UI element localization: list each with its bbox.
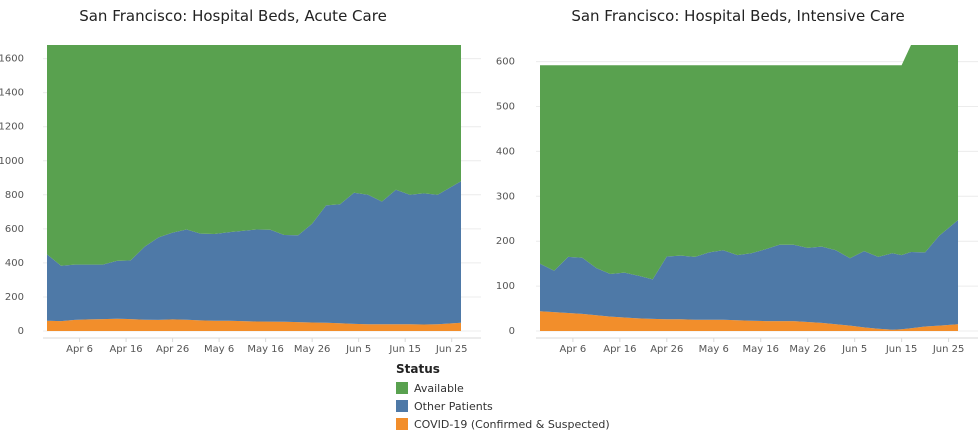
x-axis: Apr 6 Apr 16 Apr 26 May 6 May 16 May 26 Jun 5 J… <box>536 337 978 355</box>
chart-acute-care: San Francisco: Hospital Beds, Acute Care… <box>0 7 481 355</box>
y-tick-label: 300 <box>496 191 515 202</box>
x-tick-label: Apr 16 <box>603 344 636 355</box>
y-tick-label: 800 <box>5 190 24 201</box>
y-tick-label: 0 <box>18 326 24 337</box>
legend-title: Status <box>396 362 440 376</box>
x-tick-label: May 6 <box>204 344 234 355</box>
stacked-areas <box>540 45 958 331</box>
legend-swatch-covid <box>396 418 408 430</box>
area-series-covid <box>540 311 958 331</box>
x-tick-label: Apr 26 <box>650 344 683 355</box>
legend-label: COVID-19 (Confirmed & Suspected) <box>414 417 610 431</box>
x-tick-label: Jun 5 <box>345 344 371 355</box>
y-tick-label: 1200 <box>0 122 24 133</box>
x-tick-label: Jun 25 <box>932 344 965 355</box>
x-tick-label: Apr 16 <box>109 344 142 355</box>
legend-item-available[interactable]: Available <box>396 379 656 397</box>
legend-label: Other Patients <box>414 399 493 413</box>
y-tick-label: 0 <box>509 326 515 337</box>
y-tick-label: 600 <box>5 224 24 235</box>
area-series-available <box>540 45 958 280</box>
legend-label: Available <box>414 381 464 395</box>
y-tick-label: 1000 <box>0 156 24 167</box>
y-tick-label: 400 <box>5 258 24 269</box>
y-tick-label: 1600 <box>0 54 24 65</box>
area-series-other <box>47 181 461 325</box>
x-tick-label: May 6 <box>699 344 729 355</box>
chart-intensive-care: San Francisco: Hospital Beds, Intensive … <box>496 7 978 355</box>
stacked-areas <box>47 45 461 331</box>
y-tick-label: 200 <box>5 292 24 303</box>
y-axis: 0 100 200 300 400 500 600 <box>496 57 515 337</box>
y-tick-label: 500 <box>496 102 515 113</box>
y-tick-label: 1400 <box>0 88 24 99</box>
legend-swatch-other-patients <box>396 400 408 412</box>
x-tick-label: Apr 6 <box>559 344 586 355</box>
x-axis: Apr 6 Apr 16 Apr 26 May 6 May 16 May 26 Jun 5 J… <box>43 337 481 355</box>
y-tick-label: 600 <box>496 57 515 68</box>
chart-title: San Francisco: Hospital Beds, Intensive … <box>571 7 904 25</box>
x-tick-label: Apr 26 <box>156 344 189 355</box>
x-tick-label: May 16 <box>742 344 779 355</box>
legend-item-covid[interactable]: COVID-19 (Confirmed & Suspected) <box>396 415 656 433</box>
chart-title: San Francisco: Hospital Beds, Acute Care <box>79 7 387 25</box>
area-series-other <box>540 220 958 330</box>
charts-canvas: San Francisco: Hospital Beds, Acute Care… <box>0 7 978 355</box>
area-series-covid <box>47 318 461 331</box>
y-axis: 0 200 400 600 800 1000 1200 1400 1600 <box>0 54 24 337</box>
x-tick-label: Jun 5 <box>841 344 867 355</box>
x-tick-label: Jun 25 <box>435 344 468 355</box>
legend-swatch-available <box>396 382 408 394</box>
x-tick-label: Jun 15 <box>388 344 421 355</box>
x-tick-label: May 26 <box>294 344 331 355</box>
x-tick-label: May 16 <box>247 344 284 355</box>
x-tick-label: May 26 <box>789 344 826 355</box>
x-tick-label: Apr 6 <box>66 344 93 355</box>
y-tick-label: 200 <box>496 236 515 247</box>
x-tick-label: Jun 15 <box>885 344 918 355</box>
legend: Status Available Other Patients COVID-19… <box>396 362 656 433</box>
legend-item-other-patients[interactable]: Other Patients <box>396 397 656 415</box>
y-tick-label: 100 <box>496 281 515 292</box>
y-tick-label: 400 <box>496 146 515 157</box>
area-series-available <box>47 45 461 266</box>
